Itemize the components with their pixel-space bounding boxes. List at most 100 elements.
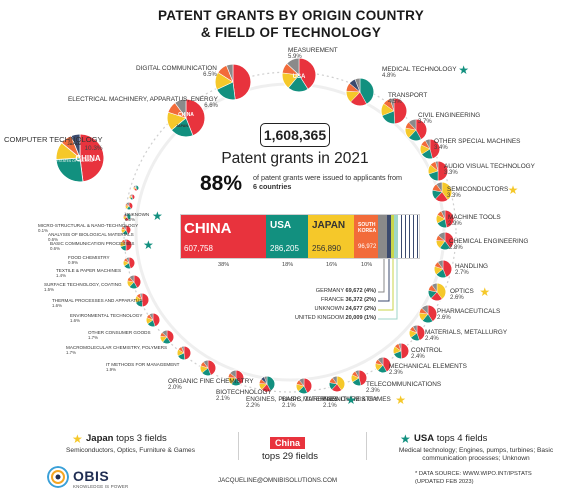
- circle-country-label: USA: [293, 74, 306, 80]
- field-share: 1.9%: [106, 367, 117, 373]
- field-circle[interactable]: [132, 184, 140, 192]
- segment-share: 38%: [218, 262, 230, 268]
- japan-summary: Japan tops 3 fields: [86, 433, 167, 444]
- field-circle[interactable]: [176, 345, 192, 361]
- field-circle[interactable]: [227, 369, 245, 387]
- field-share: 2.2%: [246, 403, 260, 410]
- field-circle[interactable]: [126, 274, 142, 290]
- contact-email[interactable]: JACQUELINE@OMNIBISOLUTIONS.COM: [218, 477, 338, 484]
- bar-segment[interactable]: SOUTH KOREA 96,972: [354, 214, 378, 259]
- field-circle[interactable]: [159, 329, 175, 345]
- field-circle[interactable]: [408, 324, 426, 342]
- field-share: 3.4%: [434, 145, 448, 152]
- field-label: CIVIL ENGINEERING 3.7%: [418, 112, 480, 126]
- star-icon-usa: ★: [400, 432, 411, 446]
- field-circle[interactable]: [55, 133, 105, 183]
- field-share: 4.8%: [382, 73, 396, 80]
- bar-segment[interactable]: [391, 214, 394, 259]
- field-circle[interactable]: [124, 201, 134, 211]
- field-name: MECHANICAL ELEMENTS: [389, 363, 467, 370]
- circle-outline: [281, 57, 317, 93]
- obis-logo-text: OBIS: [73, 468, 110, 484]
- star-icon-japan: ★: [72, 432, 83, 446]
- circle-outline: [145, 312, 161, 328]
- field-label: MICRO-STRUCTURAL & NANO-TECHNOLOGY 0.1%: [38, 223, 138, 233]
- field-label: ENGINES, PUMPS, TURBINES 2.2%: [246, 396, 337, 410]
- field-label: SURFACE TECHNOLOGY, COATING 1.5%: [44, 282, 122, 292]
- field-name: CIVIL ENGINEERING: [418, 112, 481, 119]
- field-circle[interactable]: [281, 57, 317, 93]
- field-circle[interactable]: [433, 259, 453, 279]
- field-label: COMPUTER TECHNOLOGY 10.3%: [4, 135, 103, 152]
- pie-slice: [183, 345, 192, 361]
- field-circle[interactable]: [374, 356, 392, 374]
- field-circle[interactable]: [166, 98, 206, 138]
- leader-line: [378, 259, 398, 320]
- note-text-1: of patent grants were issued to applican…: [253, 173, 403, 182]
- china-text: tops 29 fields: [262, 451, 318, 462]
- field-circle[interactable]: [119, 238, 133, 252]
- field-circle[interactable]: [427, 160, 449, 182]
- field-circle[interactable]: [435, 209, 455, 229]
- field-circle[interactable]: [419, 138, 441, 160]
- field-circle[interactable]: [145, 312, 161, 328]
- field-circle[interactable]: [120, 224, 132, 236]
- other-country-value: 69,672 (4%): [345, 288, 376, 294]
- bar-frame: [180, 214, 420, 259]
- field-label: MECHANICAL ELEMENTS 2.3%: [389, 363, 467, 377]
- other-country-value: 24,677 (2%): [345, 306, 376, 312]
- field-share: 5.9%: [288, 54, 302, 61]
- circle-outline: [392, 342, 410, 360]
- circle-outline: [435, 209, 455, 229]
- field-label: ANALYSIS OF BIOLOGICAL MATERIALS 0.6%: [48, 232, 134, 242]
- field-circle[interactable]: [427, 282, 447, 302]
- circle-outline: [350, 369, 368, 387]
- field-label: OPTICS 2.6%: [450, 288, 474, 302]
- field-share: 2.9%: [448, 221, 462, 228]
- field-label: TRANSPORT 4.5%: [388, 92, 427, 106]
- field-share: 0.9%: [68, 260, 79, 266]
- field-share: 2.7%: [455, 270, 469, 277]
- field-circle[interactable]: [380, 97, 408, 125]
- field-circle[interactable]: [418, 304, 438, 324]
- bar-segment[interactable]: [378, 214, 387, 259]
- field-circle[interactable]: [122, 212, 132, 222]
- field-label: HANDLING 2.7%: [455, 263, 488, 277]
- field-circle[interactable]: [392, 342, 410, 360]
- field-circle[interactable]: [435, 231, 455, 251]
- field-name: BASIC COMMUNICATION PROCESSES: [50, 241, 135, 246]
- field-share: 2.4%: [425, 336, 439, 343]
- field-label: CHEMICAL ENGINEERING 2.8%: [449, 238, 528, 252]
- bar-segment[interactable]: USA 286,205: [266, 214, 308, 259]
- field-circle[interactable]: [128, 193, 136, 201]
- field-circle[interactable]: [404, 118, 428, 142]
- field-label: MEDICAL TECHNOLOGY 4.8%: [382, 66, 457, 80]
- segment-value: 286,205: [270, 244, 299, 253]
- field-circle[interactable]: [199, 359, 217, 377]
- bar-segment[interactable]: [394, 214, 398, 259]
- field-label: TELECOMMUNICATIONS 2.3%: [366, 381, 441, 395]
- field-circle[interactable]: [214, 63, 252, 101]
- other-country-row: UNITED KINGDOM 20,009 (1%): [280, 315, 376, 321]
- field-circle[interactable]: [431, 181, 453, 203]
- field-circle[interactable]: [258, 375, 276, 393]
- data-source: * DATA SOURCE: WWW.WIPO.INT/IPSTATS (UPD…: [415, 471, 532, 486]
- field-label: UNKNOWN 0.0%: [125, 212, 149, 222]
- total-grants: 1,608,365: [260, 123, 330, 147]
- field-name: CHEMICAL ENGINEERING: [449, 238, 529, 245]
- field-circle[interactable]: [345, 77, 375, 107]
- bar-segment[interactable]: JAPAN 256,890: [308, 214, 354, 259]
- field-circle[interactable]: [134, 292, 150, 308]
- field-circle[interactable]: [295, 377, 313, 395]
- share-note: of patent grants were issued to applican…: [253, 173, 403, 192]
- bar-segment[interactable]: CHINA 607,758: [180, 214, 266, 259]
- field-name: ENVIRONMENTAL TECHNOLOGY: [70, 313, 143, 318]
- circle-outline: [427, 282, 447, 302]
- field-name: SEMICONDUCTORS: [447, 186, 509, 193]
- field-circle[interactable]: [328, 375, 346, 393]
- bar-segment[interactable]: [387, 214, 391, 259]
- field-circle[interactable]: [122, 256, 136, 270]
- field-name: ANALYSIS OF BIOLOGICAL MATERIALS: [48, 232, 134, 237]
- other-country-value: 20,009 (1%): [345, 315, 376, 321]
- field-circle[interactable]: [350, 369, 368, 387]
